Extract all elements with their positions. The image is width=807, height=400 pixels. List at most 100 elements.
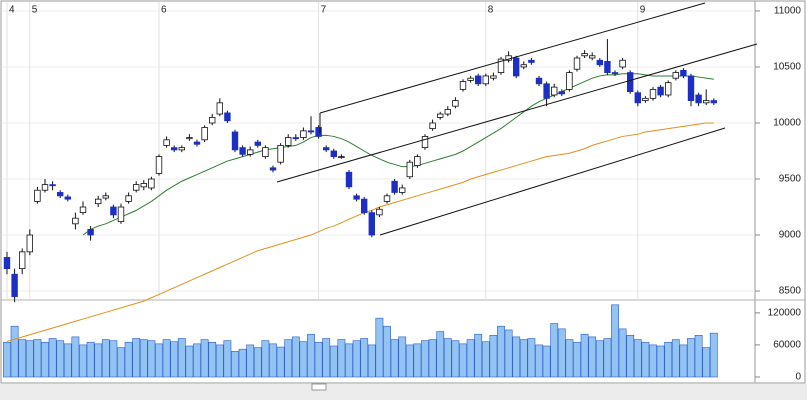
candle-body bbox=[672, 72, 679, 79]
candle-body bbox=[117, 206, 125, 222]
candle-body bbox=[231, 131, 239, 151]
candle-body bbox=[406, 161, 413, 178]
candle-body bbox=[11, 273, 18, 298]
volume-bar bbox=[466, 339, 475, 378]
candle-body bbox=[315, 127, 322, 137]
candle-body bbox=[596, 59, 603, 66]
candle-body bbox=[703, 100, 710, 104]
candle-body bbox=[292, 137, 299, 140]
volume-bar bbox=[170, 341, 179, 378]
candle-body bbox=[95, 198, 102, 205]
volume-bar bbox=[428, 339, 437, 378]
candle-body bbox=[34, 189, 41, 202]
volume-bar bbox=[337, 339, 346, 378]
candle-body bbox=[558, 91, 565, 95]
candle-body bbox=[224, 112, 231, 122]
volume-bar bbox=[79, 344, 87, 378]
candle-body bbox=[353, 195, 360, 200]
volume-bar bbox=[573, 341, 581, 378]
candle-body bbox=[467, 77, 474, 81]
volume-bar bbox=[565, 339, 574, 378]
x-tick-label: 6 bbox=[161, 5, 167, 16]
candle-body bbox=[642, 97, 649, 101]
candle-body bbox=[140, 183, 147, 188]
volume-bar bbox=[261, 340, 270, 378]
x-tick-label: 7 bbox=[321, 5, 327, 16]
scrollbar[interactable] bbox=[0, 384, 807, 400]
volume-tick-label: 0 bbox=[795, 372, 801, 383]
candle-body bbox=[376, 208, 383, 216]
volume-bar bbox=[193, 343, 201, 378]
volume-bar bbox=[223, 340, 232, 378]
volume-bar bbox=[322, 338, 331, 378]
scroll-thumb[interactable] bbox=[311, 383, 327, 391]
volume-bar bbox=[48, 338, 57, 378]
trend-line bbox=[379, 127, 726, 236]
x-tick-label: 8 bbox=[488, 5, 494, 16]
volume-bar bbox=[63, 343, 72, 378]
candle-body bbox=[178, 147, 185, 151]
candle-body bbox=[64, 196, 71, 200]
candle-body bbox=[57, 192, 64, 197]
x-tick-label: 5 bbox=[32, 5, 38, 16]
volume-bar bbox=[329, 345, 338, 378]
candle-body bbox=[18, 251, 26, 270]
candle-body bbox=[520, 64, 527, 68]
candle-body bbox=[566, 72, 573, 90]
candle-body bbox=[208, 116, 216, 124]
candle-body bbox=[459, 81, 467, 90]
volume-bar bbox=[519, 339, 528, 378]
volume-bar bbox=[436, 331, 445, 378]
candle-body bbox=[497, 58, 505, 73]
volume-bar bbox=[3, 341, 11, 378]
candle-body bbox=[383, 195, 391, 202]
volume-bar bbox=[215, 344, 224, 378]
candle-body bbox=[49, 184, 56, 187]
candle-body bbox=[619, 59, 626, 68]
candle-body bbox=[132, 184, 140, 191]
candle-body bbox=[680, 69, 687, 77]
volume-bar bbox=[101, 339, 110, 378]
candle-body bbox=[26, 234, 33, 253]
candle-body bbox=[482, 75, 489, 85]
candle-body bbox=[490, 75, 497, 79]
volume-bar bbox=[383, 325, 391, 378]
volume-bar bbox=[481, 341, 490, 378]
volume-bar bbox=[139, 339, 148, 378]
volume-bar bbox=[664, 341, 673, 378]
volume-bar bbox=[41, 341, 49, 378]
volume-bar bbox=[132, 338, 141, 378]
volume-bar bbox=[542, 345, 551, 378]
candle-body bbox=[421, 136, 429, 149]
volume-bar bbox=[504, 329, 513, 378]
candle-body bbox=[163, 139, 170, 146]
volume-bar bbox=[307, 333, 315, 378]
volume-bar bbox=[71, 336, 80, 378]
candle-body bbox=[110, 206, 117, 216]
y-tick-label: 9000 bbox=[779, 230, 802, 241]
moving-average bbox=[82, 73, 714, 236]
y-tick-label: 9500 bbox=[779, 174, 802, 185]
volume-bar bbox=[56, 340, 65, 378]
volume-bar bbox=[276, 346, 285, 378]
volume-bar bbox=[345, 343, 353, 378]
x-tick-label: 9 bbox=[640, 5, 646, 16]
candle-body bbox=[665, 82, 672, 96]
candle-body bbox=[687, 75, 695, 101]
candle-body bbox=[239, 147, 246, 155]
trend-lines bbox=[276, 2, 758, 236]
candle-body bbox=[604, 60, 611, 73]
candle-body bbox=[322, 147, 330, 151]
candle-body bbox=[284, 137, 292, 146]
frame bbox=[0, 0, 806, 384]
volume-bar bbox=[687, 338, 695, 378]
volume-bar bbox=[398, 336, 407, 378]
candle-body bbox=[710, 100, 717, 104]
moving-average bbox=[6, 122, 714, 342]
candle-body bbox=[589, 55, 596, 59]
volume-bar bbox=[580, 333, 589, 378]
candle-body bbox=[216, 102, 223, 115]
volume-bar bbox=[474, 333, 483, 378]
candle-body bbox=[528, 59, 535, 63]
